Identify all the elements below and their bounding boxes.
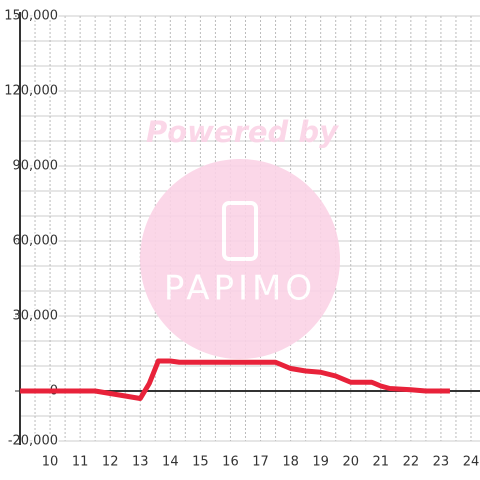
x-tick-label: 24 — [463, 455, 480, 470]
x-tick-label: 11 — [72, 455, 89, 470]
x-tick-label: 16 — [222, 455, 239, 470]
x-tick-label: 22 — [403, 455, 420, 470]
x-tick-label: 10 — [42, 455, 59, 470]
x-tick-label: 21 — [373, 455, 390, 470]
x-tick-label: 17 — [252, 455, 269, 470]
x-tick-label: 23 — [433, 455, 450, 470]
line-series — [20, 358, 450, 401]
x-tick-label: 12 — [102, 455, 119, 470]
watermark: Powered by PAPIMO — [140, 115, 340, 359]
y-tick-label: 150,000 — [4, 9, 58, 24]
x-tick-label: 20 — [342, 455, 359, 470]
x-tick-label: 18 — [282, 455, 299, 470]
y-tick-label: 90,000 — [13, 159, 59, 174]
watermark-text: Powered by — [146, 115, 339, 149]
watermark-phone — [222, 201, 258, 261]
y-tick-label: -20,000 — [8, 434, 58, 449]
x-tick-label: 19 — [312, 455, 329, 470]
y-tick-label: 120,000 — [4, 84, 58, 99]
x-tick-label: 15 — [192, 455, 209, 470]
x-tick-label: 14 — [162, 455, 179, 470]
y-tick-label: 30,000 — [13, 309, 59, 324]
y-tick-label: 60,000 — [13, 234, 59, 249]
watermark-logo: PAPIMO — [164, 269, 316, 309]
x-tick-label: 13 — [132, 455, 149, 470]
